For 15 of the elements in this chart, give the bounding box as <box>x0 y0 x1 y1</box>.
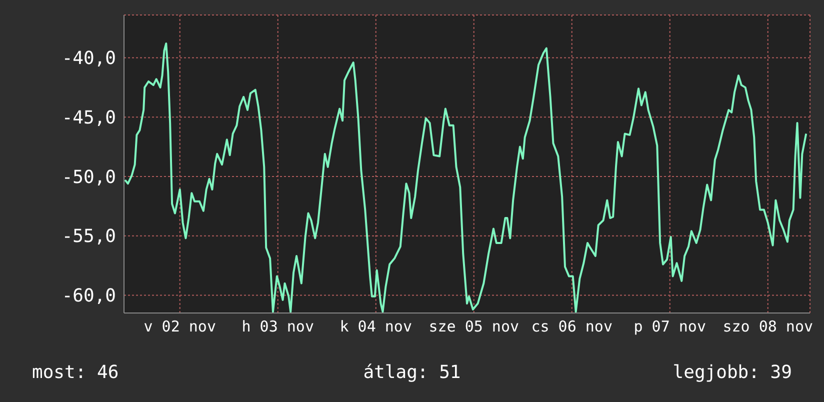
text: legjobb: 39 <box>672 362 792 383</box>
x-tick-label: v 02 nov <box>144 318 216 336</box>
x-tick-label: p 07 nov <box>634 318 706 336</box>
x-tick-label: szo 08 nov <box>722 318 814 336</box>
y-tick-label: -45,0 <box>62 107 116 128</box>
x-tick-label: k 04 nov <box>340 318 412 336</box>
y-tick-label: -40,0 <box>62 48 116 70</box>
x-tick-label: sze 05 nov <box>428 318 520 336</box>
x-tick-label: h 03 nov <box>242 318 314 336</box>
y-tick-label: -60,0 <box>62 286 116 307</box>
text: átlag: 51 <box>362 362 462 383</box>
x-tick-label: cs 06 nov <box>531 318 613 336</box>
text: most: 46 <box>32 362 120 383</box>
y-tick-label: -50,0 <box>62 166 116 188</box>
y-tick-label: -55,0 <box>62 226 116 248</box>
